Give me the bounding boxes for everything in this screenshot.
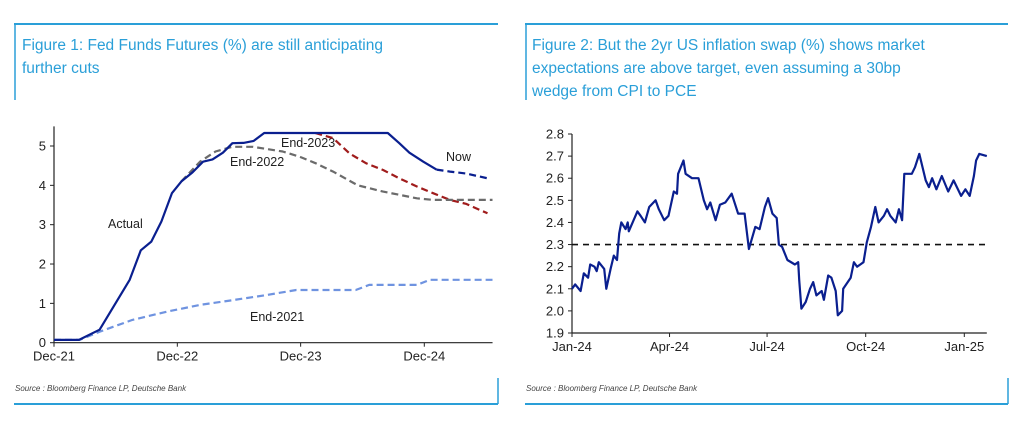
x-tick-label: Oct-24: [846, 339, 885, 354]
x-tick-label: Jul-24: [749, 339, 784, 354]
y-tick-label: 2.8: [546, 127, 564, 142]
x-tick-label: Dec-21: [33, 349, 75, 364]
y-tick-label: 1: [39, 296, 46, 311]
figure-1-source: Source : Bloomberg Finance LP, Deutsche …: [15, 384, 187, 393]
figure-1-title-line-1: Figure 1: Fed Funds Futures (%) are stil…: [22, 37, 383, 54]
chart-1-annotations: Actual Now End-2023 End-2022 End-2021: [108, 136, 472, 324]
y-tick-label: 5: [39, 139, 46, 154]
chart-1: 0 1 2 3 4 5 Dec-21 Dec-22 Dec-23 Dec-24: [33, 126, 493, 364]
label-end-2023: End-2023: [281, 136, 335, 150]
figure-2-panel: Figure 2: But the 2yr US inflation swap …: [525, 23, 1009, 405]
figure-1-title-line-2: further cuts: [22, 60, 100, 77]
x-tick-label: Apr-24: [650, 339, 689, 354]
y-tick-label: 3: [39, 217, 46, 232]
label-now: Now: [446, 150, 472, 164]
y-tick-label: 1.9: [546, 326, 564, 341]
y-tick-label: 2.3: [546, 237, 564, 252]
end-2021-series-line: [54, 278, 493, 341]
y-tick-label: 2: [39, 257, 46, 272]
y-tick-label: 0: [39, 335, 46, 350]
label-end-2021: End-2021: [250, 310, 304, 324]
end-2023-series-line: [314, 131, 488, 215]
y-tick-label: 2.0: [546, 303, 564, 318]
x-tick-label: Dec-22: [156, 349, 198, 364]
y-tick-label: 2.7: [546, 149, 564, 164]
actual-series-line: [54, 131, 438, 341]
now-series-line: [436, 168, 488, 180]
y-tick-label: 2.6: [546, 171, 564, 186]
end-2022-series-line: [180, 145, 493, 201]
x-tick-label: Jan-24: [552, 339, 592, 354]
x-tick-label: Jan-25: [944, 339, 984, 354]
y-tick-label: 4: [39, 178, 46, 193]
label-actual: Actual: [108, 217, 143, 231]
inflation-swap-series-line: [571, 152, 988, 317]
label-end-2022: End-2022: [230, 155, 284, 169]
chart-2: 1.9 2.0 2.1 2.2 2.3 2.4 2.5 2.6 2.7 2.8 Jan-24 Apr-…: [546, 127, 988, 354]
y-tick-label: 2.4: [546, 215, 564, 230]
y-tick-label: 2.5: [546, 193, 564, 208]
figure-2-title-line-2: expectations are above target, even assu…: [532, 60, 901, 77]
y-tick-label: 2.1: [546, 281, 564, 296]
x-tick-label: Dec-24: [403, 349, 445, 364]
y-tick-label: 2.2: [546, 259, 564, 274]
x-tick-label: Dec-23: [280, 349, 322, 364]
figure-2-title-line-3: wedge from CPI to PCE: [531, 83, 697, 100]
figure-2-source: Source : Bloomberg Finance LP, Deutsche …: [526, 384, 698, 393]
figure-1-panel: Figure 1: Fed Funds Futures (%) are stil…: [14, 23, 499, 405]
figure-2-title-line-1: Figure 2: But the 2yr US inflation swap …: [532, 37, 926, 54]
